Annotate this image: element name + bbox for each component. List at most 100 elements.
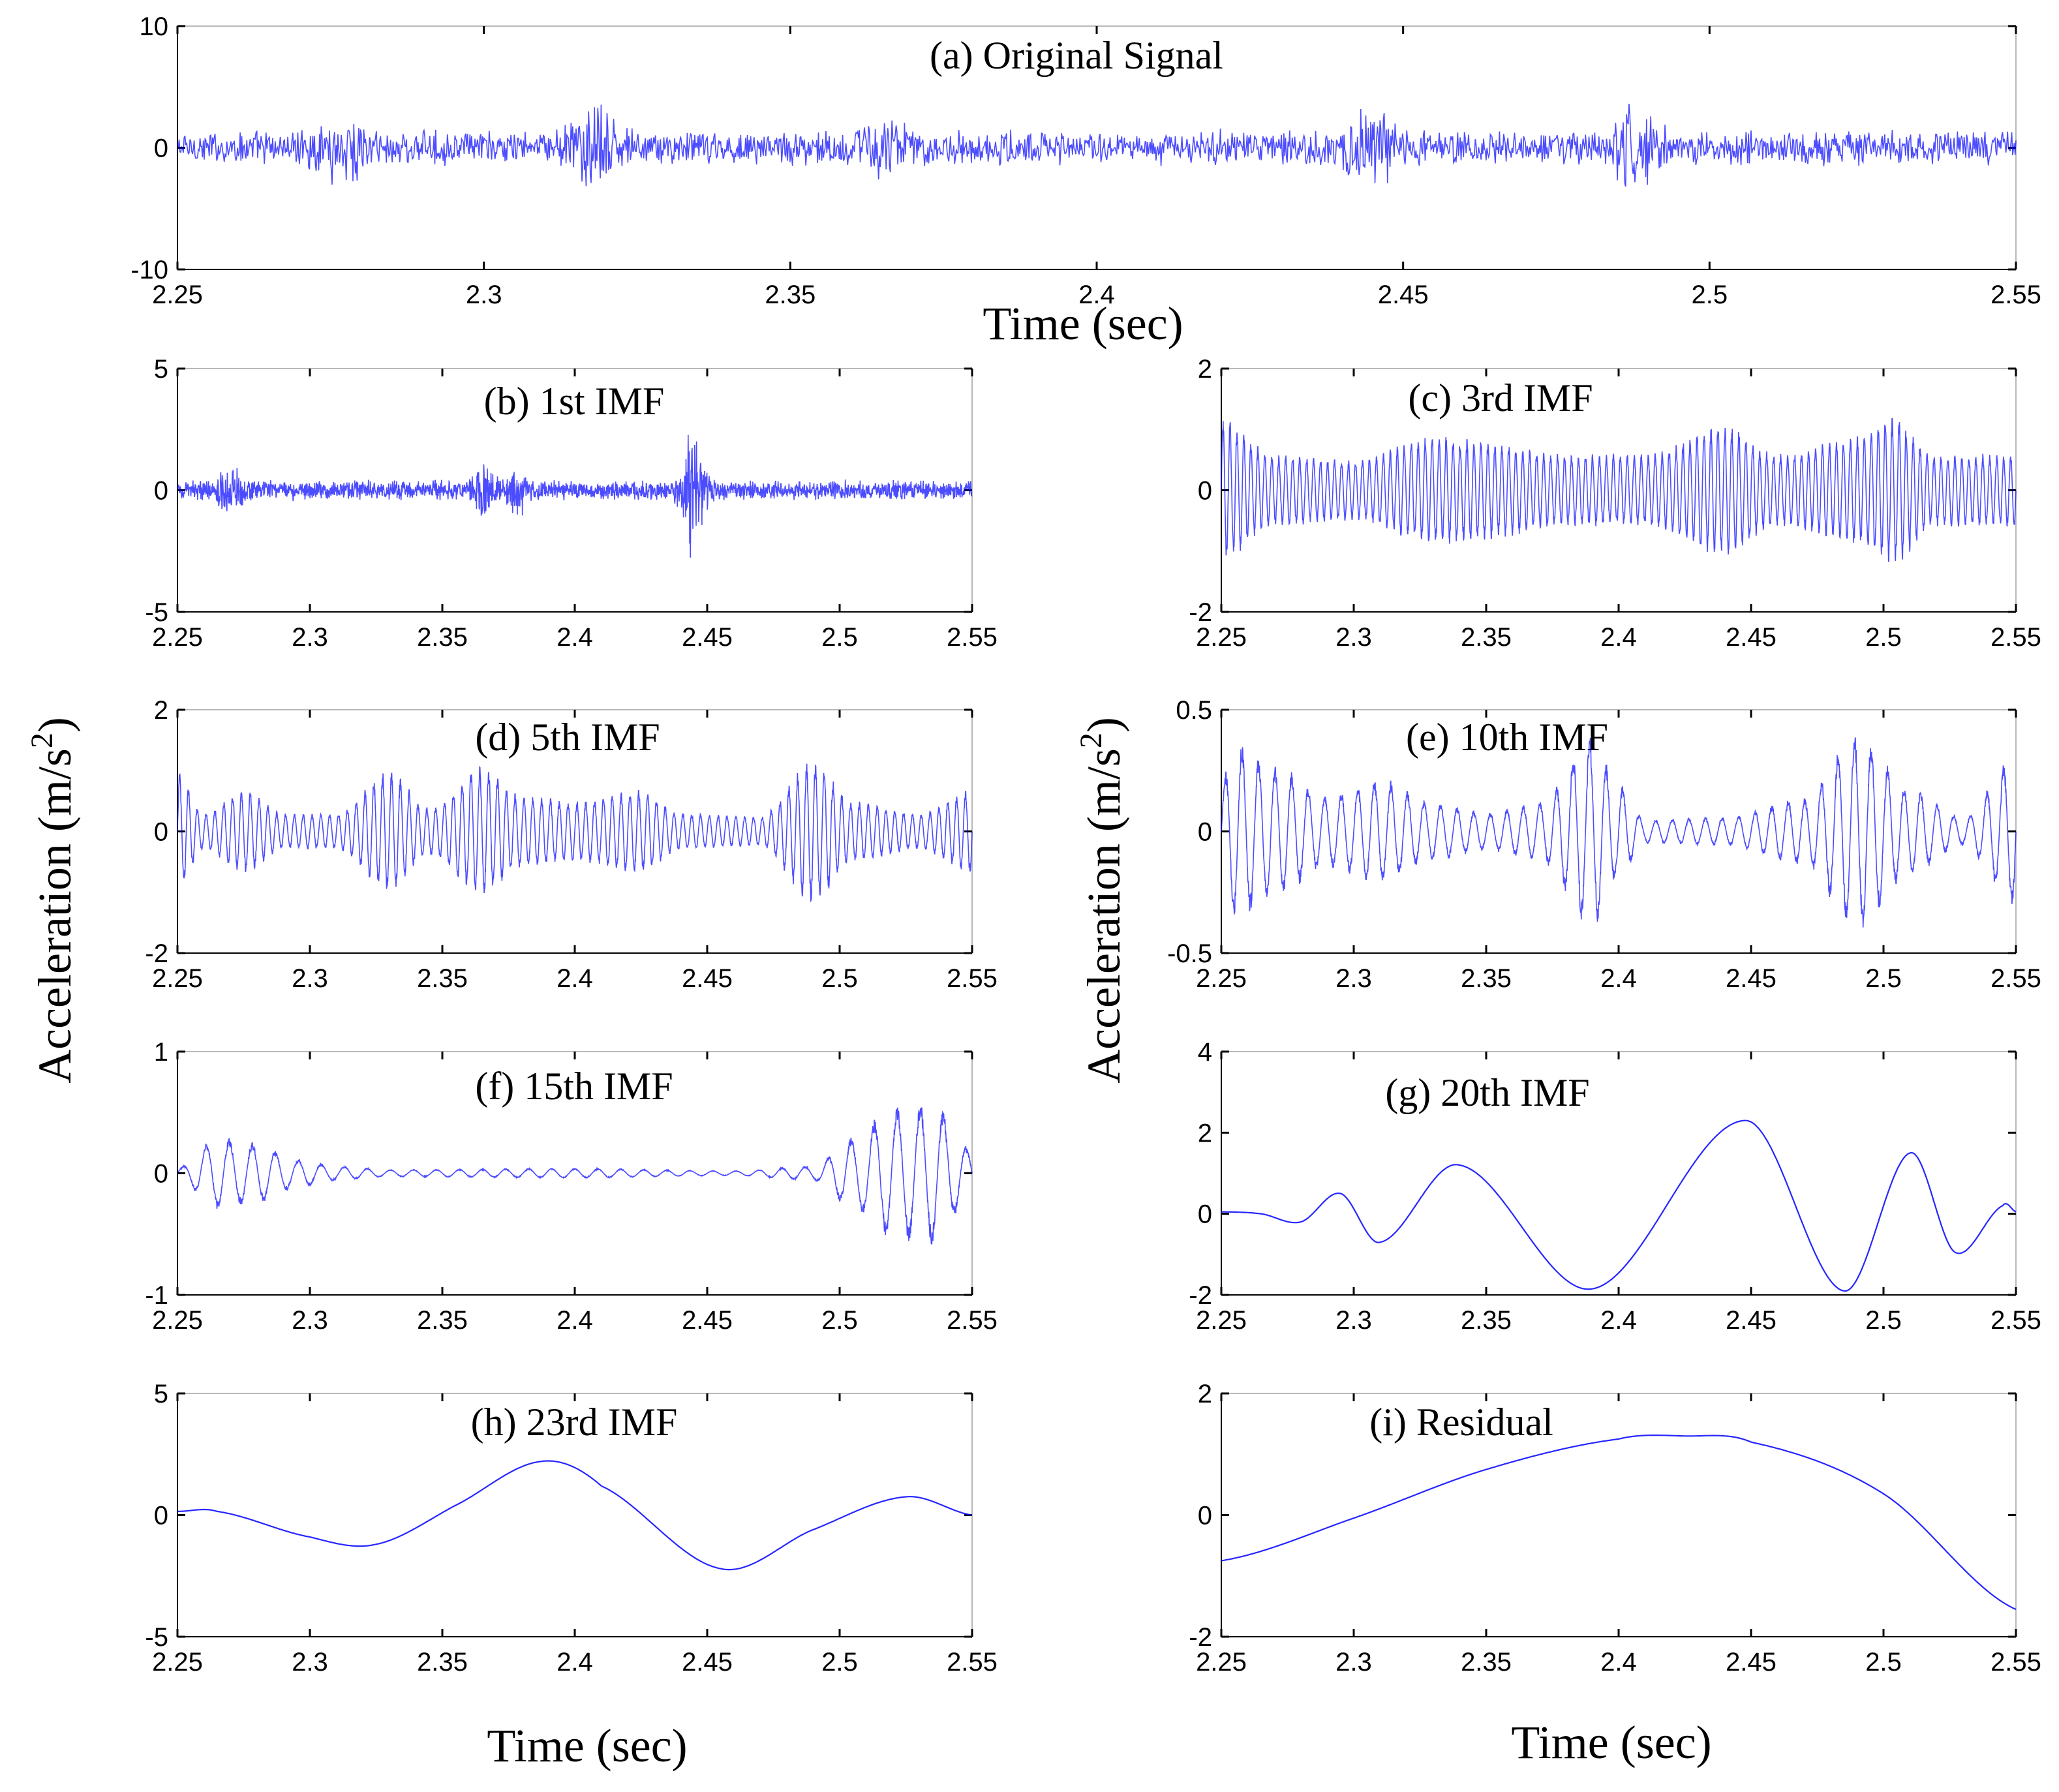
panel-c-xtick-label: 2.4 — [1600, 623, 1637, 652]
panel-d-ytick-label: 2 — [154, 696, 168, 725]
panel-i-series-line — [1221, 1435, 2017, 1611]
panel-g-xtick-label: 2.45 — [1726, 1306, 1777, 1335]
panel-e: 2.25 2.3 2.35 2.4 2.45 2.5 2.55 0.5 0 -0.5 (e) 10t… — [1167, 696, 2041, 993]
panel-h-xtick-label: 2.55 — [947, 1648, 998, 1677]
panel-f-xtick-label: 2.55 — [947, 1306, 998, 1335]
panel-a-series-line — [177, 103, 2017, 187]
panel-f-ytick-label: 0 — [154, 1160, 168, 1189]
panel-e-xtick-label: 2.55 — [1990, 964, 2041, 993]
panel-c-xtick-label: 2.35 — [1461, 623, 1512, 652]
left-ylabel: Acceleration (m/s2) — [25, 717, 81, 1084]
panel-g-ytick-label: 0 — [1198, 1200, 1212, 1229]
panel-e-ytick-label: -0.5 — [1167, 939, 1212, 968]
panel-c: 2.25 2.3 2.35 2.4 2.45 2.5 2.55 2 0 -2 (c) 3rd IMF — [1189, 355, 2041, 652]
panel-e-xtick-label: 2.25 — [1196, 964, 1247, 993]
panel-a: 2.25 2.3 2.35 2.4 2.45 2.5 2.55 10 0 -10 (a) Origi… — [130, 12, 2041, 309]
panel-c-series-line — [1221, 418, 2017, 563]
panel-d-xtick-label: 2.4 — [557, 964, 593, 993]
panel-d-xtick-label: 2.25 — [152, 964, 203, 993]
panel-g-ytick-label: 2 — [1198, 1119, 1212, 1147]
bottom-right-xlabel: Time (sec) — [1511, 1716, 1711, 1769]
panel-g-xtick-label: 2.4 — [1600, 1306, 1637, 1335]
panel-e-xtick-label: 2.35 — [1461, 964, 1512, 993]
panel-d-series-line — [177, 763, 973, 902]
panel-a-xtick-label: 2.25 — [152, 281, 203, 309]
panel-e-ytick-label: 0.5 — [1176, 696, 1212, 725]
panel-i-xtick-label: 2.55 — [1990, 1648, 2041, 1677]
panel-b-title: (b) 1st IMF — [484, 380, 665, 423]
panel-i-title: (i) Residual — [1369, 1401, 1553, 1444]
top-xlabel: Time (sec) — [983, 297, 1183, 350]
panel-f: 2.25 2.3 2.35 2.4 2.45 2.5 2.55 1 0 -1 (f) 15th IM… — [145, 1038, 998, 1335]
bottom-left-xlabel: Time (sec) — [487, 1720, 687, 1772]
panel-h-ytick-label: 0 — [154, 1502, 168, 1530]
panel-a-xtick-label: 2.3 — [466, 281, 502, 309]
panel-h-xtick-label: 2.45 — [682, 1648, 733, 1677]
panel-a-xtick-label: 2.5 — [1692, 281, 1728, 309]
panel-d-xtick-label: 2.55 — [947, 964, 998, 993]
panel-b-xtick-label: 2.5 — [821, 623, 858, 652]
panel-b-ytick-label: -5 — [145, 598, 168, 627]
panel-i-xtick-label: 2.35 — [1461, 1648, 1512, 1677]
panel-h-xtick-label: 2.35 — [417, 1648, 468, 1677]
panel-b-xtick-label: 2.45 — [682, 623, 733, 652]
panel-b-xtick-label: 2.35 — [417, 623, 468, 652]
panel-b: 2.25 2.3 2.35 2.4 2.45 2.5 2.55 5 0 -5 (b) 1st IMF — [145, 355, 998, 652]
panel-g-ytick-label: -2 — [1189, 1281, 1212, 1310]
panel-g-xtick-label: 2.3 — [1335, 1306, 1372, 1335]
panel-c-ytick-label: 0 — [1198, 477, 1212, 506]
panel-g-frame — [1221, 1051, 2017, 1296]
panel-g-xtick-label: 2.25 — [1196, 1306, 1247, 1335]
panel-g-series-line — [1221, 1119, 2017, 1292]
panel-d-xtick-label: 2.5 — [821, 964, 858, 993]
panel-e-series-line — [1221, 737, 2017, 928]
panel-i-frame — [1221, 1393, 2017, 1637]
panel-c-xtick-label: 2.55 — [1990, 623, 2041, 652]
panel-e-title: (e) 10th IMF — [1406, 716, 1608, 759]
panel-d-xtick-label: 2.3 — [292, 964, 328, 993]
panel-i-xtick-label: 2.4 — [1600, 1648, 1637, 1677]
panel-b-ytick-label: 0 — [154, 477, 168, 506]
panel-d: 2.25 2.3 2.35 2.4 2.45 2.5 2.55 2 0 -2 (d) 5th IMF — [145, 696, 998, 993]
panel-c-xtick-label: 2.25 — [1196, 623, 1247, 652]
panel-d-ytick-label: 0 — [154, 818, 168, 847]
panel-a-title: (a) Original Signal — [930, 34, 1223, 77]
panel-f-title: (f) 15th IMF — [475, 1065, 673, 1108]
panel-i-xtick-label: 2.5 — [1865, 1648, 1902, 1677]
panel-h-series-line — [177, 1460, 973, 1571]
panel-g-xtick-label: 2.35 — [1461, 1306, 1512, 1335]
panel-b-ytick-label: 5 — [154, 355, 168, 384]
panel-f-xtick-label: 2.45 — [682, 1306, 733, 1335]
panel-c-ytick-label: 2 — [1198, 355, 1212, 384]
panel-f-xtick-label: 2.3 — [292, 1306, 328, 1335]
panel-b-xtick-label: 2.25 — [152, 623, 203, 652]
panel-e-xtick-label: 2.5 — [1865, 964, 1902, 993]
panel-b-series-line — [177, 434, 973, 558]
panel-a-ytick-label: 10 — [140, 12, 169, 41]
panel-d-title: (d) 5th IMF — [475, 716, 660, 759]
panel-i: 2.25 2.3 2.35 2.4 2.45 2.5 2.55 2 0 -2 (i) Residua… — [1189, 1380, 2041, 1677]
panel-g-xtick-label: 2.5 — [1865, 1306, 1902, 1335]
right-ylabel: Acceleration (m/s2) — [1074, 717, 1130, 1084]
panel-h-xtick-label: 2.25 — [152, 1648, 203, 1677]
panel-f-xtick-label: 2.5 — [821, 1306, 858, 1335]
panel-c-title: (c) 3rd IMF — [1408, 376, 1593, 419]
panel-d-ytick-label: -2 — [145, 939, 168, 968]
panel-f-series-line — [177, 1107, 973, 1245]
panel-c-ytick-label: -2 — [1189, 598, 1212, 627]
panel-e-xtick-label: 2.3 — [1335, 964, 1372, 993]
panel-a-xtick-label: 2.4 — [1078, 281, 1115, 309]
panel-a-xtick-label: 2.55 — [1990, 281, 2041, 309]
panel-e-xtick-label: 2.45 — [1726, 964, 1777, 993]
panel-c-xtick-label: 2.45 — [1726, 623, 1777, 652]
panel-i-xtick-label: 2.25 — [1196, 1648, 1247, 1677]
panel-a-xtick-label: 2.35 — [765, 281, 816, 309]
panel-f-ytick-label: -1 — [145, 1281, 168, 1310]
panel-c-xtick-label: 2.3 — [1335, 623, 1372, 652]
panel-i-xtick-label: 2.45 — [1726, 1648, 1777, 1677]
panel-f-ytick-label: 1 — [154, 1038, 168, 1067]
panel-h-title: (h) 23rd IMF — [471, 1401, 678, 1444]
panel-h: 2.25 2.3 2.35 2.4 2.45 2.5 2.55 5 0 -5 (h) 23rd IM… — [145, 1380, 998, 1677]
